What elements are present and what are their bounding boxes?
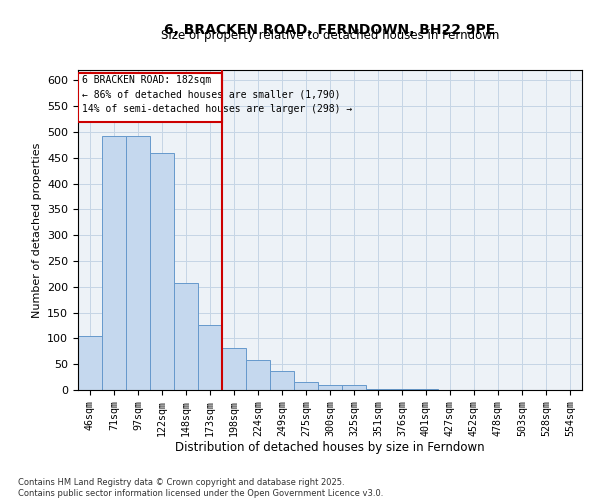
Text: 14% of semi-detached houses are larger (298) →: 14% of semi-detached houses are larger (… (82, 104, 352, 114)
Y-axis label: Number of detached properties: Number of detached properties (32, 142, 41, 318)
Text: ← 86% of detached houses are smaller (1,790): ← 86% of detached houses are smaller (1,… (82, 89, 340, 99)
Bar (318, 385, 342, 390)
X-axis label: Distribution of detached houses by size in Ferndown: Distribution of detached houses by size … (175, 442, 485, 454)
Bar (102, 136, 126, 390)
Bar (294, 382, 318, 390)
Title: Size of property relative to detached houses in Ferndown: Size of property relative to detached ho… (161, 30, 499, 43)
FancyBboxPatch shape (78, 72, 222, 122)
Bar (270, 371, 294, 390)
Text: 6 BRACKEN ROAD: 182sqm: 6 BRACKEN ROAD: 182sqm (82, 74, 211, 85)
Bar (342, 385, 366, 390)
Text: 6, BRACKEN ROAD, FERNDOWN, BH22 9PE: 6, BRACKEN ROAD, FERNDOWN, BH22 9PE (164, 22, 496, 36)
Bar (126, 136, 150, 390)
Text: Contains HM Land Registry data © Crown copyright and database right 2025.
Contai: Contains HM Land Registry data © Crown c… (18, 478, 383, 498)
Bar (174, 283, 198, 390)
Bar (222, 348, 246, 390)
Bar (198, 326, 222, 390)
Bar (78, 336, 102, 390)
Bar (366, 389, 390, 390)
Bar (246, 360, 270, 390)
Bar (150, 152, 174, 390)
